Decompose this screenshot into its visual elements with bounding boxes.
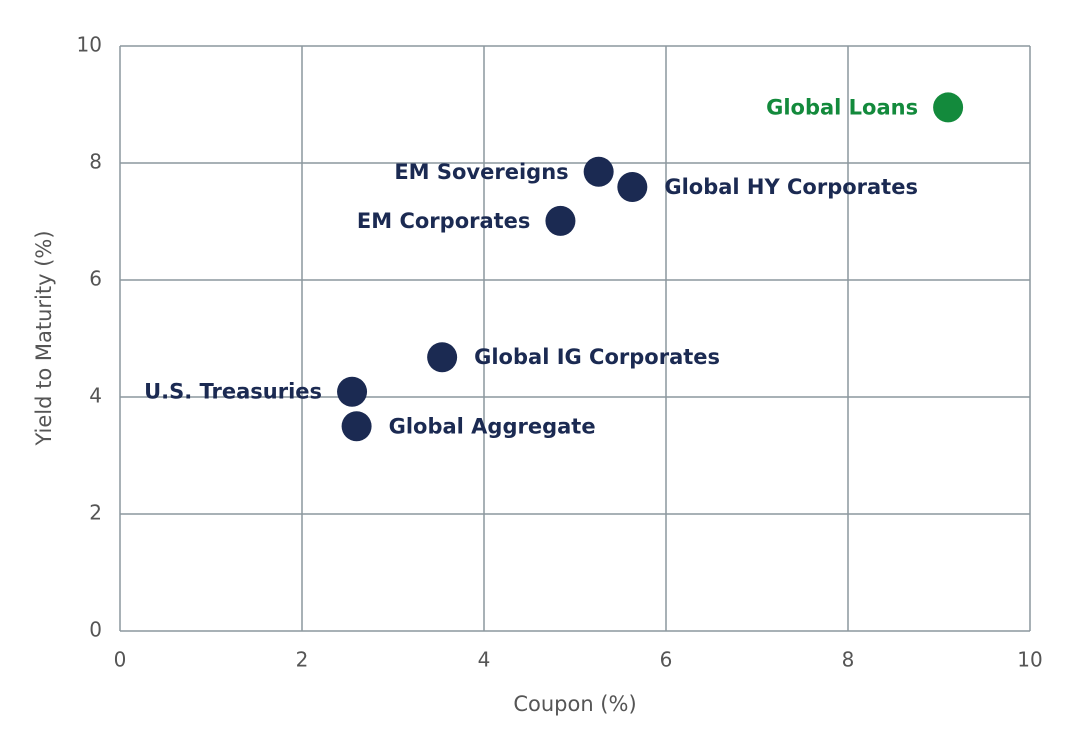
x-tick-label: 4 [478,648,491,672]
x-tick-label: 6 [660,648,673,672]
x-tick-label: 0 [114,648,127,672]
point-label: Global Loans [766,95,918,119]
point [337,376,368,407]
y-tick-label: 2 [89,501,102,525]
y-tick-label: 10 [77,33,102,57]
point-label: Global HY Corporates [664,175,918,199]
point [617,171,648,202]
point-label: Global IG Corporates [474,345,720,369]
point [545,205,576,236]
point [341,411,372,442]
x-tick-label: 2 [296,648,309,672]
point [583,156,614,187]
y-axis-title: Yield to Maturity (%) [32,230,56,446]
point [427,342,458,373]
point [933,92,964,123]
x-axis-title: Coupon (%) [513,692,636,716]
y-tick-label: 4 [89,384,102,408]
x-tick-label: 8 [842,648,855,672]
point-label: EM Corporates [357,209,531,233]
point-label: U.S. Treasuries [144,380,322,404]
point-label: EM Sovereigns [394,160,568,184]
y-tick-label: 0 [89,618,102,642]
x-tick-label: 10 [1017,648,1042,672]
point-label: Global Aggregate [389,414,596,438]
y-tick-label: 6 [89,267,102,291]
y-tick-label: 8 [89,150,102,174]
